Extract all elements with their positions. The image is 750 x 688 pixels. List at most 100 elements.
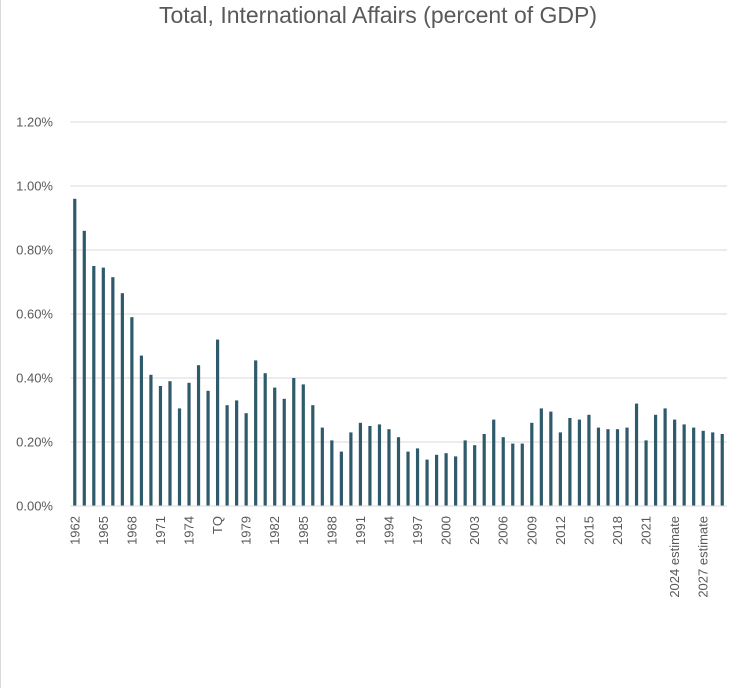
y-tick-label: 0.60% bbox=[16, 307, 53, 322]
bar bbox=[530, 422, 534, 506]
bar bbox=[368, 426, 372, 506]
bar bbox=[387, 429, 391, 506]
y-tick-label: 1.00% bbox=[16, 179, 53, 194]
x-tick-label: 2024 estimate bbox=[667, 516, 682, 598]
x-tick-label: TQ bbox=[210, 516, 225, 534]
bar bbox=[139, 355, 144, 506]
y-tick-label: 0.00% bbox=[16, 499, 53, 514]
bar bbox=[473, 445, 477, 506]
bar bbox=[625, 427, 629, 506]
chart-title: Total, International Affairs (percent of… bbox=[158, 2, 598, 28]
bar bbox=[711, 432, 715, 506]
x-axis-ticks: 1962 1965 1968 1971 1974 TQ 1979 1982 1985 1988 19… bbox=[67, 516, 710, 598]
x-tick-label: 1971 bbox=[153, 516, 168, 545]
x-tick-label: 1974 bbox=[182, 516, 197, 545]
bar bbox=[377, 424, 382, 506]
bar bbox=[396, 437, 401, 506]
bar bbox=[653, 414, 658, 506]
left-border-line bbox=[0, 0, 1, 688]
bar bbox=[215, 339, 220, 506]
x-tick-label: 1968 bbox=[124, 516, 139, 545]
bar bbox=[206, 390, 210, 506]
bar bbox=[339, 451, 343, 506]
bars bbox=[73, 198, 724, 507]
bar bbox=[634, 403, 639, 506]
bar bbox=[539, 408, 543, 506]
bar bbox=[511, 443, 515, 506]
bar bbox=[644, 440, 648, 506]
y-tick-label: 0.80% bbox=[16, 243, 53, 258]
bar bbox=[549, 411, 553, 506]
bar bbox=[434, 454, 439, 506]
bar bbox=[577, 419, 582, 506]
x-tick-label: 1982 bbox=[267, 516, 282, 545]
bar bbox=[292, 378, 296, 506]
bar bbox=[187, 382, 191, 506]
x-tick-label: 2009 bbox=[524, 516, 539, 545]
bar bbox=[415, 448, 420, 506]
bar bbox=[606, 429, 610, 506]
bar bbox=[501, 437, 505, 506]
bar bbox=[101, 267, 105, 506]
bar bbox=[311, 405, 315, 506]
x-tick-label: 1962 bbox=[67, 516, 82, 545]
bar bbox=[406, 451, 410, 506]
bar bbox=[482, 434, 486, 506]
x-tick-label: 2021 bbox=[639, 516, 654, 545]
bar bbox=[587, 414, 591, 506]
x-tick-label: 1988 bbox=[324, 516, 339, 545]
x-tick-label: 2003 bbox=[467, 516, 482, 545]
x-tick-label: 1985 bbox=[296, 516, 311, 545]
bar bbox=[701, 430, 705, 506]
bar bbox=[568, 418, 572, 506]
bar bbox=[358, 422, 363, 506]
bar bbox=[720, 434, 724, 506]
y-tick-label: 0.20% bbox=[16, 435, 53, 450]
bar bbox=[273, 387, 277, 506]
bar bbox=[282, 398, 286, 506]
x-tick-label: 1979 bbox=[239, 516, 254, 545]
bar bbox=[244, 413, 248, 506]
bar bbox=[92, 266, 96, 506]
x-tick-label: 2000 bbox=[439, 516, 454, 545]
x-tick-label: 2018 bbox=[610, 516, 625, 545]
y-tick-label: 0.40% bbox=[16, 371, 53, 386]
bar bbox=[492, 419, 496, 506]
bar bbox=[425, 459, 429, 506]
bar bbox=[558, 432, 562, 506]
bar bbox=[73, 198, 77, 507]
bar bbox=[130, 317, 134, 506]
bar bbox=[596, 427, 601, 506]
bar bbox=[235, 400, 239, 506]
x-tick-label: 1994 bbox=[381, 516, 396, 545]
bar bbox=[301, 384, 305, 506]
bar bbox=[196, 365, 201, 506]
bar bbox=[520, 443, 524, 506]
bar bbox=[263, 373, 267, 506]
y-axis-ticks: 0.00% 0.20% 0.40% 0.60% 0.80% 1.00% 1.20% bbox=[16, 115, 53, 514]
bar bbox=[225, 405, 229, 506]
bar bbox=[444, 453, 448, 506]
x-tick-label: 2012 bbox=[553, 516, 568, 545]
bar bbox=[168, 381, 172, 506]
x-tick-label: 2015 bbox=[581, 516, 596, 545]
bar bbox=[254, 360, 258, 506]
bar bbox=[454, 456, 458, 506]
bar bbox=[158, 386, 163, 506]
x-tick-label: 2027 estimate bbox=[696, 516, 711, 598]
bar bbox=[320, 427, 324, 506]
bar bbox=[663, 408, 667, 506]
bar bbox=[463, 440, 467, 506]
x-tick-label: 1997 bbox=[410, 516, 425, 545]
bar bbox=[330, 440, 334, 506]
bar bbox=[349, 432, 353, 506]
bar bbox=[111, 277, 115, 506]
bar bbox=[149, 374, 153, 506]
bar bbox=[673, 419, 677, 506]
x-tick-label: 1991 bbox=[353, 516, 368, 545]
bar bbox=[82, 230, 86, 507]
bar bbox=[682, 424, 686, 506]
x-tick-label: 2006 bbox=[496, 516, 511, 545]
bar bbox=[692, 427, 696, 506]
